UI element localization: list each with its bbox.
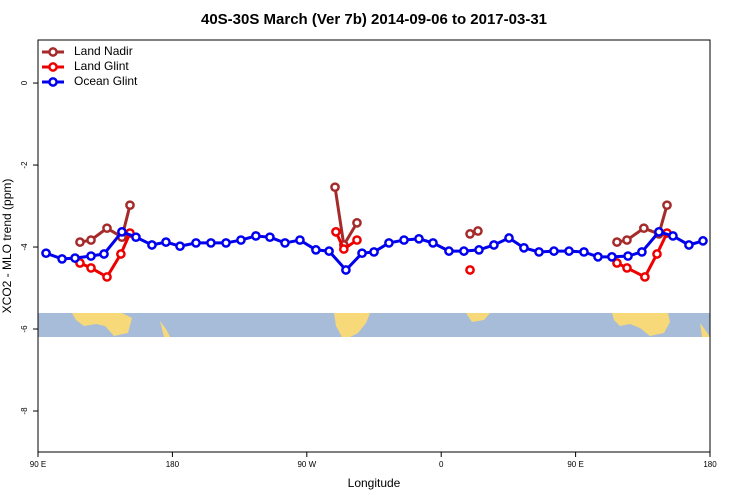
- legend-marker: [48, 62, 58, 72]
- point: [206, 238, 216, 248]
- point: [116, 249, 126, 259]
- point: [117, 227, 127, 237]
- point: [654, 227, 664, 237]
- x-tick-label: 90 W: [297, 460, 316, 469]
- legend-label: Land Nadir: [74, 44, 133, 58]
- point: [236, 235, 246, 245]
- point: [652, 249, 662, 259]
- legend-marker: [48, 77, 58, 87]
- point: [622, 263, 632, 273]
- point: [338, 244, 349, 254]
- point: [175, 241, 185, 252]
- point: [519, 242, 529, 253]
- point: [504, 233, 514, 243]
- point: [414, 233, 424, 244]
- point: [99, 249, 109, 259]
- point: [549, 246, 559, 256]
- point: [489, 240, 499, 250]
- point: [399, 235, 409, 245]
- point: [534, 247, 544, 257]
- point: [607, 252, 617, 262]
- point: [280, 238, 290, 248]
- point: [352, 235, 362, 245]
- x-tick-label: 90 E: [30, 460, 46, 469]
- point: [369, 247, 379, 257]
- point: [622, 235, 632, 245]
- point: [698, 236, 708, 246]
- point: [251, 231, 261, 241]
- point: [640, 272, 650, 282]
- series-line: [79, 186, 669, 250]
- point: [637, 247, 647, 257]
- point: [70, 253, 80, 263]
- y-tick-label: 0: [20, 80, 29, 85]
- y-tick-label: -6: [20, 325, 29, 333]
- point: [102, 272, 112, 282]
- point: [295, 235, 305, 245]
- point: [474, 245, 484, 255]
- y-tick-label: -2: [20, 161, 29, 169]
- point: [612, 237, 622, 247]
- point: [147, 240, 157, 250]
- x-tick-label: 180: [703, 460, 717, 469]
- point: [86, 263, 96, 273]
- x-tick-label: 180: [166, 460, 180, 469]
- point: [324, 246, 334, 256]
- point: [86, 251, 96, 261]
- point: [221, 238, 231, 248]
- point: [102, 223, 112, 234]
- y-axis-title: XCO2 - MLO trend (ppm): [0, 179, 14, 314]
- point: [341, 265, 351, 275]
- point: [564, 246, 574, 256]
- point: [459, 246, 469, 256]
- point: [473, 226, 483, 236]
- point: [465, 229, 475, 239]
- point: [357, 248, 367, 259]
- point: [662, 200, 672, 211]
- x-axis-title: Longitude: [348, 476, 401, 490]
- legend-label: Land Glint: [74, 59, 129, 73]
- point: [638, 223, 649, 234]
- point: [428, 238, 438, 248]
- legend-label: Ocean Glint: [74, 74, 138, 88]
- point: [593, 252, 603, 262]
- y-tick-label: -8: [20, 407, 29, 415]
- point: [161, 237, 171, 247]
- point: [125, 200, 135, 211]
- point: [352, 217, 362, 228]
- point: [57, 254, 67, 264]
- point: [668, 231, 678, 241]
- y-tick-label: -4: [20, 243, 29, 251]
- point: [384, 238, 394, 248]
- point: [41, 248, 51, 259]
- point: [623, 251, 633, 261]
- point: [579, 247, 589, 257]
- point: [612, 258, 622, 268]
- point: [131, 232, 141, 243]
- chart-title: 40S-30S March (Ver 7b) 2014-09-06 to 201…: [201, 11, 547, 28]
- point: [191, 238, 201, 248]
- x-tick-label: 90 E: [567, 460, 583, 469]
- point: [331, 227, 341, 237]
- point: [265, 232, 275, 243]
- point: [684, 240, 694, 250]
- land-strip: [38, 313, 710, 337]
- point: [311, 245, 321, 255]
- point: [465, 265, 475, 275]
- point: [75, 237, 85, 247]
- plot-frame: [37, 39, 711, 453]
- point: [86, 235, 96, 245]
- point: [330, 182, 340, 193]
- x-tick-label: 0: [439, 460, 444, 469]
- point: [444, 246, 454, 256]
- legend-marker: [48, 47, 58, 57]
